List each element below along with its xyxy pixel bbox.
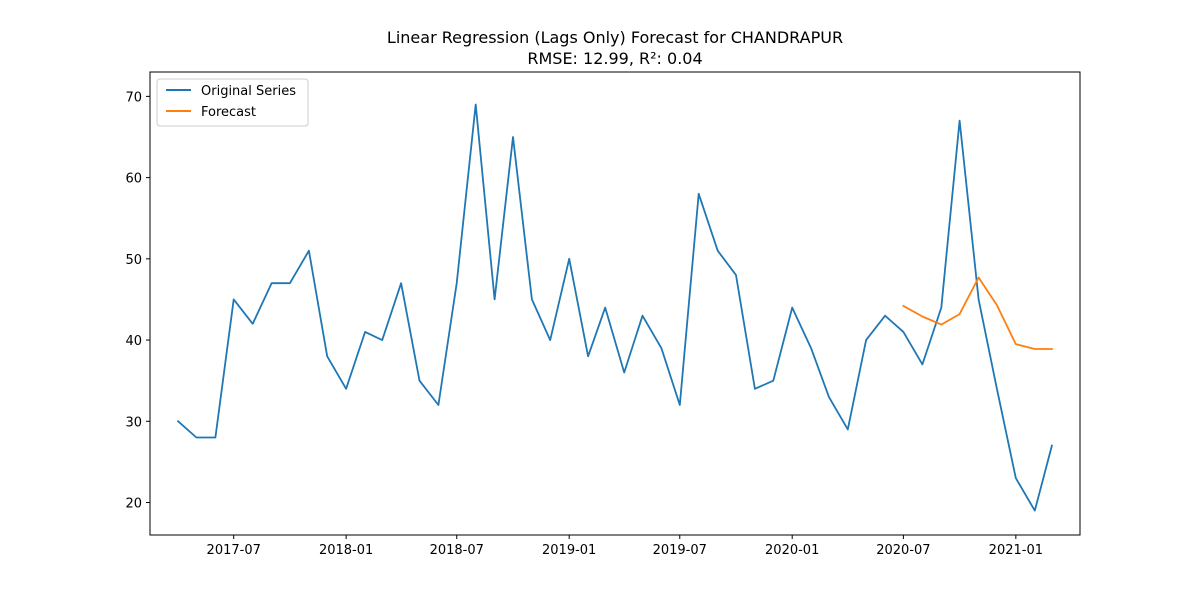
y-axis: 20 30 40 50 60 70 [125, 90, 150, 511]
x-tick-label: 2019-01 [542, 543, 596, 558]
y-tick-label: 70 [125, 90, 142, 105]
x-tick-label: 2020-01 [765, 543, 819, 558]
legend-label-forecast: Forecast [201, 105, 256, 120]
x-axis: 2017-07 2018-01 2018-07 2019-01 2019-07 2020-… [207, 535, 1043, 558]
chart-subtitle: RMSE: 12.99, R²: 0.04 [527, 49, 702, 68]
y-tick-label: 30 [125, 415, 142, 430]
chart-title: Linear Regression (Lags Only) Forecast f… [387, 28, 843, 47]
x-tick-label: 2017-07 [207, 543, 261, 558]
x-tick-label: 2019-07 [653, 543, 707, 558]
x-tick-label: 2018-01 [319, 543, 373, 558]
x-tick-label: 2018-07 [430, 543, 484, 558]
y-tick-label: 60 [125, 172, 142, 187]
plot-area-frame [150, 72, 1080, 535]
y-tick-label: 50 [125, 253, 142, 268]
y-tick-label: 20 [125, 497, 142, 512]
x-tick-label: 2020-07 [876, 543, 930, 558]
y-tick-label: 40 [125, 334, 142, 349]
series-line-original-series [178, 105, 1052, 511]
series-layer [178, 104, 1052, 510]
legend: Original Series Forecast [157, 79, 308, 126]
legend-label-original-series: Original Series [201, 84, 296, 99]
x-tick-label: 2021-01 [989, 543, 1043, 558]
